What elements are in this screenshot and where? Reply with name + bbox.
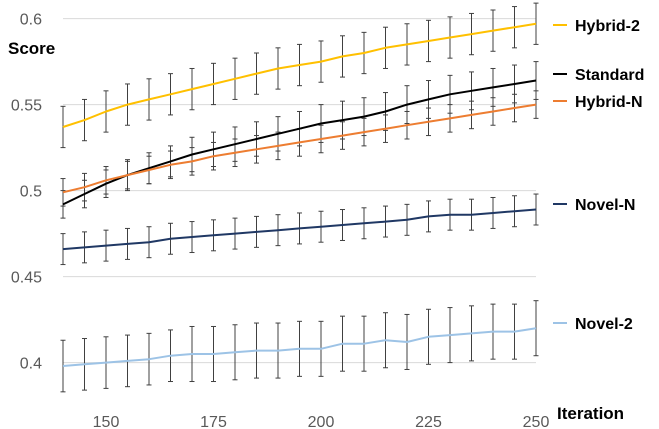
legend-entry-hybrid-2: Hybrid-2 (553, 18, 640, 35)
y-tick-label: 0.55 (11, 98, 42, 115)
error-bar (60, 339, 66, 393)
y-tick-labels: 0.4 0.45 0.5 0.55 0.6 (11, 12, 42, 373)
legend-label: Standard (575, 67, 644, 84)
x-tick-labels: 150 175 200 225 250 (93, 414, 550, 429)
legend-label: Novel-2 (575, 316, 633, 333)
legend-entry-standard: Standard (553, 67, 644, 84)
legend-entry-novel-2: Novel-2 (553, 316, 633, 333)
y-tick-label: 0.6 (20, 12, 42, 29)
error-bar (533, 2, 539, 45)
y-tick-label: 0.4 (20, 356, 42, 373)
legend-label: Novel-N (575, 197, 635, 214)
x-axis-title: Iteration (557, 404, 624, 423)
x-tick-label: 200 (308, 414, 335, 429)
series-line-hybrid-2 (62, 22, 537, 128)
x-tick-label: 250 (523, 414, 550, 429)
y-axis-title: Score (8, 39, 55, 58)
legend-label: Hybrid-2 (575, 18, 640, 35)
legend-entry-hybrid-n: Hybrid-N (553, 94, 643, 111)
gridlines (63, 18, 536, 364)
x-tick-label: 150 (93, 414, 120, 429)
series-line-hybrid-n (62, 103, 537, 194)
series-lines (62, 22, 537, 367)
series-line-novel-2 (62, 327, 537, 367)
legend-entry-novel-n: Novel-N (553, 197, 635, 214)
error-bar (60, 178, 66, 207)
series-line-standard (62, 79, 537, 206)
legend-label: Hybrid-N (575, 94, 643, 111)
y-tick-label: 0.5 (20, 184, 42, 201)
y-tick-label: 0.45 (11, 270, 42, 287)
legend: Hybrid-2 Standard Hybrid-N Novel-N Novel-2 (553, 18, 644, 333)
x-tick-label: 175 (200, 414, 227, 429)
x-tick-label: 225 (415, 414, 442, 429)
series-line-novel-n (62, 208, 537, 251)
